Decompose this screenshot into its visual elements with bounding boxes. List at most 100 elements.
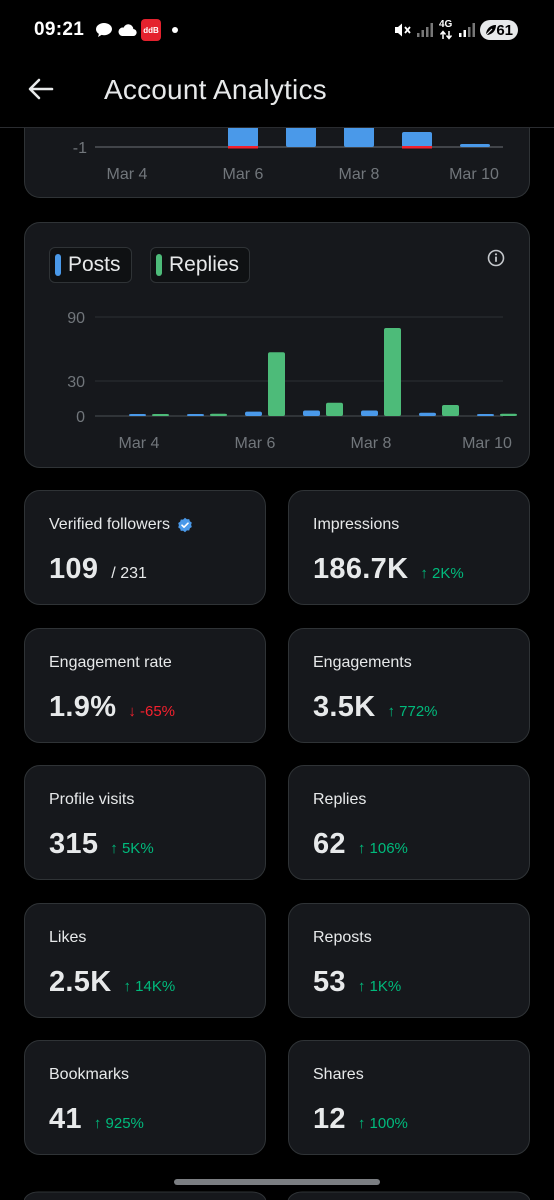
stat-value: 315 bbox=[49, 828, 99, 860]
stat-change-up: ↑ 100% bbox=[358, 1115, 408, 1132]
stat-change-up: ↑ 925% bbox=[94, 1115, 144, 1132]
bar-posts bbox=[303, 410, 320, 416]
chart-top-x-tick: Mar 6 bbox=[223, 166, 264, 183]
stat-value-row: 2.5K ↑ 14K% bbox=[49, 966, 175, 999]
stat-change-text: 772% bbox=[399, 703, 438, 720]
chart-top-bar bbox=[460, 144, 490, 147]
x-tick-label: Mar 6 bbox=[235, 435, 276, 452]
arrow-up-icon: ↑ bbox=[357, 840, 370, 857]
stat-label: Bookmarks bbox=[49, 1066, 129, 1084]
home-indicator[interactable] bbox=[174, 1179, 380, 1185]
chat-bubble-icon bbox=[96, 23, 112, 37]
stat-card-verified-followers[interactable]: Verified followers 109 / 231 bbox=[24, 490, 266, 605]
stat-card-engagement-rate[interactable]: Engagement rate 1.9% ↓ -65% bbox=[24, 628, 266, 743]
signal-icon-2 bbox=[459, 23, 475, 37]
arrow-up-icon: ↑ bbox=[123, 978, 136, 995]
stat-card-engagements[interactable]: Engagements 3.5K ↑ 772% bbox=[288, 628, 530, 743]
chart-top-negative-mark bbox=[228, 146, 258, 149]
stat-card-bookmarks[interactable]: Bookmarks 41 ↑ 925% bbox=[24, 1040, 266, 1155]
data-arrows-icon bbox=[439, 30, 453, 40]
stat-value: 109 bbox=[49, 553, 99, 585]
stat-card-profile-visits[interactable]: Profile visits 315 ↑ 5K% bbox=[24, 765, 266, 880]
stat-card-likes[interactable]: Likes 2.5K ↑ 14K% bbox=[24, 903, 266, 1018]
stat-label-text: Verified followers bbox=[49, 516, 170, 533]
stat-label: Engagements bbox=[313, 654, 412, 672]
bar-replies bbox=[152, 414, 169, 416]
app-badge-text: ddB bbox=[143, 25, 159, 35]
stat-value: 2.5K bbox=[49, 966, 112, 998]
stat-card-impressions[interactable]: Impressions 186.7K ↑ 2K% bbox=[288, 490, 530, 605]
legend-replies[interactable]: Replies bbox=[150, 247, 251, 283]
legend-replies-label: Replies bbox=[169, 253, 240, 276]
bar-posts bbox=[187, 414, 204, 416]
info-icon[interactable] bbox=[487, 249, 505, 267]
chart-top-y-tick: -1 bbox=[73, 140, 87, 157]
stat-change-text: 2K% bbox=[432, 565, 464, 582]
stat-change-text: 14K% bbox=[135, 978, 176, 995]
bar-posts bbox=[361, 410, 378, 416]
stat-value-row: 1.9% ↓ -65% bbox=[49, 691, 175, 724]
stat-change-up: ↑ 5K% bbox=[110, 840, 153, 857]
stat-card-reposts[interactable]: Reposts 53 ↑ 1K% bbox=[288, 903, 530, 1018]
bar-replies bbox=[326, 402, 343, 416]
x-tick-label: Mar 4 bbox=[119, 435, 160, 452]
network-type: 4G bbox=[439, 19, 453, 30]
arrow-up-icon: ↑ bbox=[357, 1115, 370, 1132]
bar-posts bbox=[477, 414, 494, 416]
posts-replies-chart-card: Posts Replies 0 30 90 Mar 4 Mar 6 Mar 8 Mar 10 bbox=[24, 222, 530, 468]
next-row-peek bbox=[24, 1191, 530, 1200]
bar-posts bbox=[129, 414, 146, 416]
stat-label-text: Profile visits bbox=[49, 791, 135, 808]
stat-change-text: 106% bbox=[369, 840, 408, 857]
bar-posts bbox=[245, 411, 262, 416]
stat-value: 1.9% bbox=[49, 691, 117, 723]
stat-change-up: ↑ 772% bbox=[387, 703, 437, 720]
bar-replies bbox=[268, 352, 285, 416]
arrow-up-icon: ↑ bbox=[357, 978, 370, 995]
stat-change-text: 100% bbox=[369, 1115, 408, 1132]
legend-posts-label: Posts bbox=[68, 253, 121, 276]
y-tick-label: 30 bbox=[67, 374, 85, 391]
x-tick-label: Mar 10 bbox=[462, 435, 512, 452]
stat-change-up: ↑ 1K% bbox=[358, 978, 401, 995]
stat-card-shares[interactable]: Shares 12 ↑ 100% bbox=[288, 1040, 530, 1155]
stat-value-row: 3.5K ↑ 772% bbox=[313, 691, 438, 724]
stat-label-text: Likes bbox=[49, 929, 87, 946]
stat-change-up: ↑ 2K% bbox=[420, 565, 463, 582]
signal-icon bbox=[417, 23, 433, 37]
more-notifications-dot bbox=[172, 27, 178, 33]
legend-posts[interactable]: Posts bbox=[49, 247, 132, 283]
stat-label: Reposts bbox=[313, 929, 372, 947]
stat-change-up: ↑ 14K% bbox=[123, 978, 175, 995]
back-button[interactable] bbox=[24, 72, 58, 106]
stat-change-text: -65% bbox=[139, 703, 176, 720]
stat-label: Verified followers bbox=[49, 516, 193, 534]
stat-value-row: 315 ↑ 5K% bbox=[49, 828, 154, 861]
stat-label-text: Reposts bbox=[313, 929, 372, 946]
stat-card-replies[interactable]: Replies 62 ↑ 106% bbox=[288, 765, 530, 880]
stat-change-text: 5K% bbox=[121, 840, 154, 857]
bar-replies bbox=[500, 413, 517, 416]
stat-sub-value: / 231 bbox=[111, 565, 147, 582]
stat-label-text: Shares bbox=[313, 1066, 364, 1083]
stat-value: 12 bbox=[313, 1103, 346, 1135]
stat-value-row: 186.7K ↑ 2K% bbox=[313, 553, 464, 586]
stat-value: 62 bbox=[313, 828, 346, 860]
stat-label: Replies bbox=[313, 791, 366, 809]
battery-indicator: 61 bbox=[480, 20, 518, 40]
stat-change-up: ↑ 106% bbox=[358, 840, 408, 857]
x-tick-label: Mar 8 bbox=[351, 435, 392, 452]
chart-top-x-tick: Mar 4 bbox=[107, 166, 148, 183]
bar-replies bbox=[384, 328, 401, 416]
stat-label-text: Engagements bbox=[313, 654, 412, 671]
status-bar: 09:21 ddB 4G 61 bbox=[0, 0, 554, 60]
stat-label: Likes bbox=[49, 929, 86, 947]
stat-change-text: 1K% bbox=[369, 978, 402, 995]
stat-label-text: Bookmarks bbox=[49, 1066, 130, 1083]
stat-change-down: ↓ -65% bbox=[128, 703, 175, 720]
stat-label: Impressions bbox=[313, 516, 399, 534]
stat-value-row: 41 ↑ 925% bbox=[49, 1103, 144, 1136]
stat-label: Profile visits bbox=[49, 791, 134, 809]
replies-swatch bbox=[156, 254, 162, 276]
bar-replies bbox=[442, 405, 459, 416]
